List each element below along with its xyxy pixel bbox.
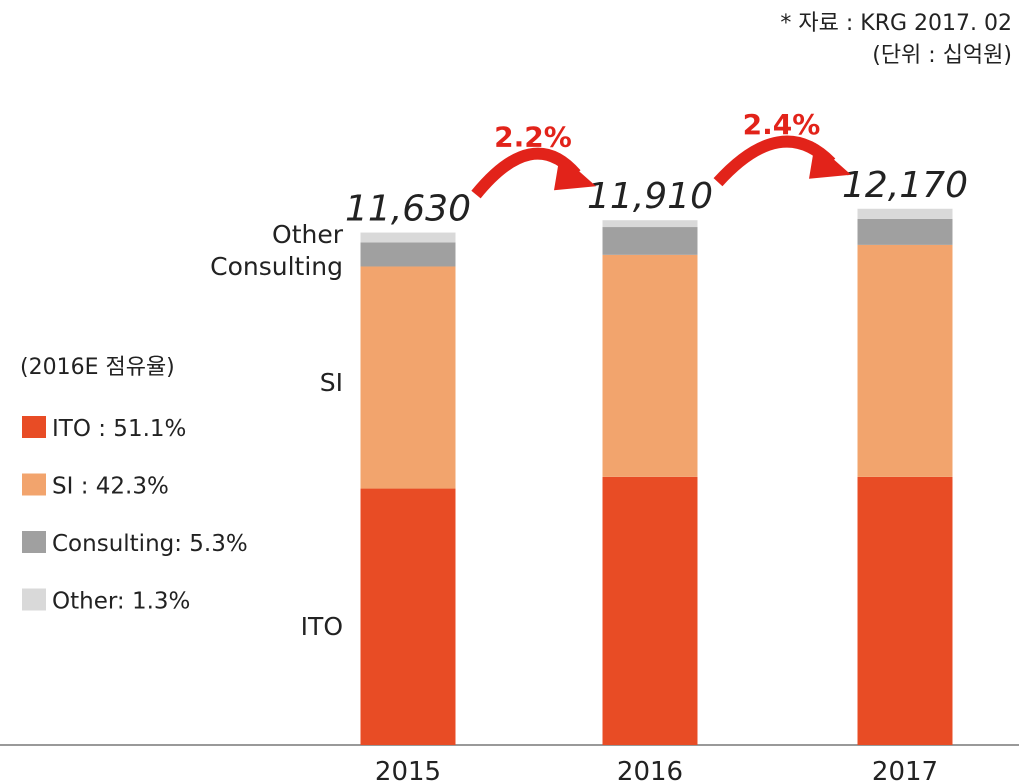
bar-segment — [602, 476, 698, 745]
unit-note: (단위 : 십억원) — [872, 43, 1012, 68]
legend-label: SI : 42.3% — [52, 474, 169, 500]
legend-swatch — [22, 416, 46, 438]
series-label: SI — [320, 368, 343, 397]
growth-label: 2.2% — [494, 121, 572, 154]
legend-swatch — [22, 531, 46, 553]
series-label: ITO — [301, 612, 343, 641]
legend-label: ITO : 51.1% — [52, 416, 186, 442]
total-label: 11,910 — [587, 176, 713, 217]
growth-label: 2.4% — [743, 108, 821, 141]
legend-swatch — [22, 588, 46, 611]
bar-segment — [360, 266, 456, 489]
total-label: 11,630 — [345, 189, 471, 230]
growth-arrowhead — [809, 142, 851, 179]
bar-segment — [857, 208, 953, 219]
bar-segment — [602, 220, 698, 228]
series-label: Other — [272, 220, 344, 249]
bar-segment — [360, 232, 456, 243]
growth-arrowhead — [554, 154, 596, 191]
bar-segment — [857, 244, 953, 477]
bar-segment — [602, 254, 698, 477]
x-tick-label: 2016 — [617, 757, 683, 781]
bar-segment — [857, 218, 953, 245]
legend-label: Other: 1.3% — [52, 589, 190, 615]
bar-segment — [360, 242, 456, 267]
series-label: Consulting — [210, 252, 343, 281]
source-note: * 자료 : KRG 2017. 02 — [780, 11, 1012, 36]
bar-segment — [857, 476, 953, 745]
x-tick-label: 2017 — [872, 757, 938, 781]
total-label: 12,170 — [842, 165, 968, 206]
legend-title: (2016E 점유율) — [20, 355, 175, 380]
x-tick-label: 2015 — [375, 757, 441, 781]
legend-swatch — [22, 473, 46, 496]
bar-segment — [360, 488, 456, 745]
legend-label: Consulting: 5.3% — [52, 531, 248, 557]
bar-segment — [602, 227, 698, 255]
